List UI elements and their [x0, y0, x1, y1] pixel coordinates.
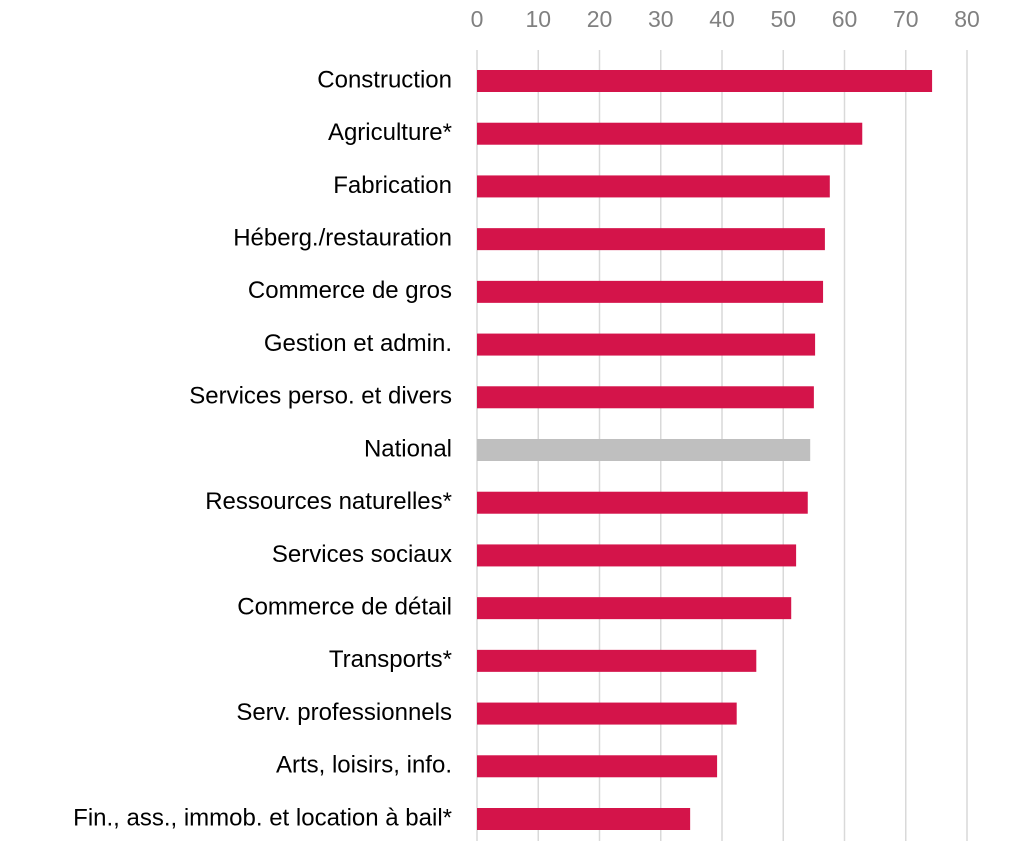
bar — [477, 439, 811, 461]
category-label: Héberg./restauration — [233, 224, 452, 251]
category-label: Fin., ass., immob. et location à bail* — [73, 804, 452, 831]
category-label: Arts, loisirs, info. — [276, 752, 452, 779]
category-label: Gestion et admin. — [264, 330, 452, 357]
x-tick-label: 70 — [893, 6, 919, 32]
category-label: Services sociaux — [272, 541, 452, 568]
bar — [477, 280, 824, 303]
bar — [477, 649, 757, 672]
x-tick-label: 40 — [709, 6, 735, 32]
x-tick-label: 30 — [648, 6, 674, 32]
bar — [477, 70, 933, 92]
category-label: National — [364, 435, 452, 462]
category-label: Transports* — [329, 646, 452, 673]
bar — [477, 228, 825, 251]
category-label: Serv. professionnels — [236, 699, 452, 726]
x-tick-label: 0 — [471, 6, 484, 32]
bar — [477, 808, 691, 830]
bar — [477, 333, 816, 356]
bar — [477, 122, 863, 145]
x-tick-label: 20 — [587, 6, 613, 32]
x-tick-label: 50 — [770, 6, 796, 32]
category-label: Commerce de gros — [248, 277, 452, 304]
bar — [477, 597, 792, 620]
category-label: Fabrication — [333, 172, 452, 199]
category-label: Commerce de détail — [237, 593, 452, 620]
x-tick-label: 80 — [954, 6, 980, 32]
category-label: Construction — [317, 66, 452, 93]
bar — [477, 386, 814, 409]
bar — [477, 702, 737, 725]
x-tick-label: 60 — [832, 6, 858, 32]
bar — [477, 175, 830, 198]
category-label: Ressources naturelles* — [205, 488, 452, 515]
x-tick-label: 10 — [525, 6, 551, 32]
bar — [477, 755, 718, 778]
category-label: Services perso. et divers — [189, 383, 452, 410]
bar — [477, 544, 797, 567]
bar — [477, 491, 808, 514]
category-label: Agriculture* — [328, 119, 452, 146]
